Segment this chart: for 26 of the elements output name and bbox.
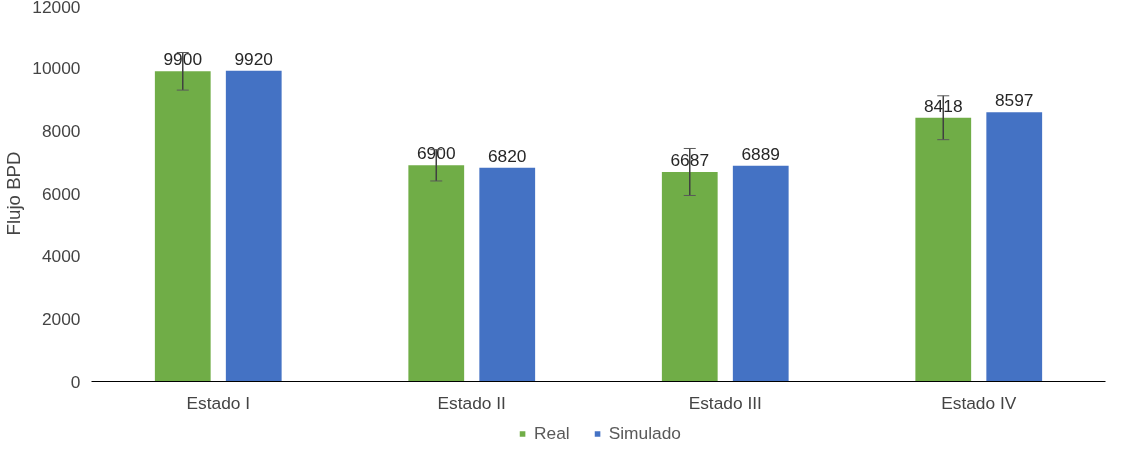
- y-tick-label: 0: [70, 371, 81, 392]
- legend-label: Simulado: [608, 422, 681, 444]
- data-label: 6889: [741, 143, 781, 164]
- bar: [479, 167, 536, 382]
- bar: [915, 117, 972, 382]
- bar: [986, 112, 1043, 382]
- x-tick-label: Estado IV: [941, 392, 1017, 413]
- y-tick-label: 2000: [41, 308, 81, 329]
- y-axis-title: Flujo BPD: [3, 151, 25, 236]
- bar: [154, 71, 211, 382]
- data-label: 9920: [234, 48, 274, 69]
- x-tick-label: Estado I: [186, 392, 251, 413]
- x-tick-label: Estado II: [437, 392, 506, 413]
- data-label: 8597: [994, 90, 1034, 111]
- y-tick-label: 8000: [41, 120, 81, 141]
- bar: [225, 70, 282, 382]
- bar: [732, 165, 789, 382]
- y-tick-label: 10000: [32, 58, 81, 79]
- y-tick-label: 4000: [41, 246, 81, 267]
- y-tick-label: 12000: [32, 0, 81, 17]
- data-label: 6820: [487, 145, 527, 166]
- bar: [661, 171, 718, 382]
- y-tick-label: 6000: [41, 183, 81, 204]
- legend-label: Real: [534, 422, 570, 444]
- bar: [408, 165, 465, 382]
- x-tick-label: Estado III: [688, 392, 762, 413]
